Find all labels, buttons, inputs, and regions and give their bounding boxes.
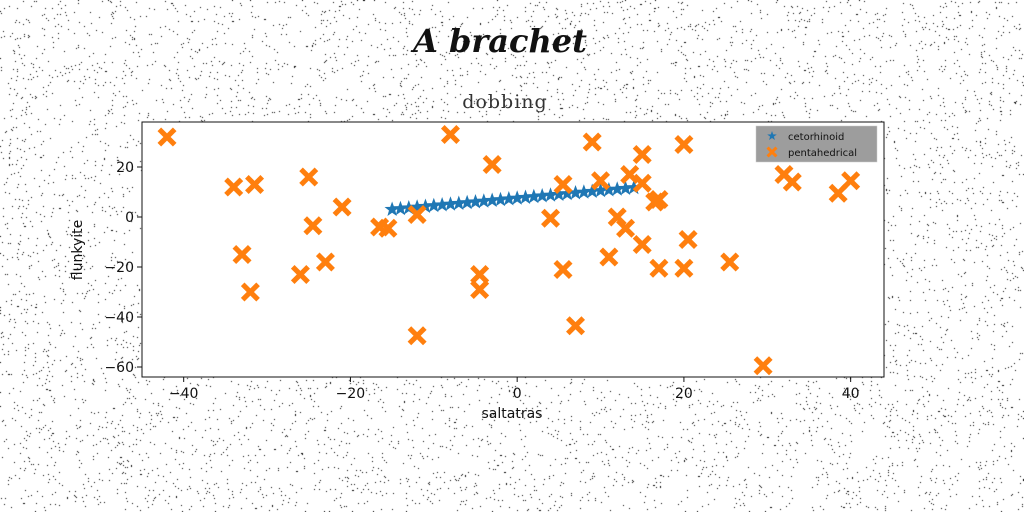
data-point [245,175,265,194]
data-point [591,171,611,191]
data-point [484,192,500,207]
data-point [440,125,460,144]
data-point [753,356,773,376]
data-point [290,265,310,284]
data-point [674,258,694,278]
data-point [378,218,398,238]
x-tick-label: −20 [336,386,366,402]
data-point [616,218,636,238]
data-point [442,196,459,211]
data-point [566,316,586,336]
series-pentahedrical [157,125,861,376]
data-marks [157,125,861,376]
data-point [841,171,861,191]
data-point [632,235,652,254]
data-point [332,197,352,217]
data-point [553,260,573,279]
data-point [620,165,640,184]
data-point [409,199,425,214]
data-point [299,167,319,187]
data-point [232,245,252,264]
data-point [315,252,335,272]
data-point [240,282,260,302]
data-point [553,175,573,194]
data-point [576,184,592,199]
data-point [632,145,652,164]
data-point [599,247,619,267]
data-point [451,195,467,210]
data-point [401,200,417,215]
series-cetorhinoid [384,179,642,216]
figure-suptitle: A brachet [413,22,587,60]
data-point [582,132,602,152]
data-point [626,179,642,195]
data-point [224,177,244,197]
legend-marker-cetorhinoid [767,131,777,141]
y-axis-label: flunkyite [70,220,86,280]
data-point [407,205,427,224]
data-point [649,190,669,209]
data-point [609,181,625,196]
data-point [476,193,492,208]
data-point [426,197,442,213]
data-point [534,188,550,203]
data-point [551,186,567,201]
data-point [407,326,427,346]
data-point [492,191,509,207]
chart-title: dobbing [462,91,547,113]
data-point [157,127,177,147]
data-point [417,198,434,213]
legend-label-cetorhinoid: cetorhinoid [788,132,844,143]
x-tick-label: −40 [169,386,199,402]
plot-frame [141,121,885,378]
x-tick-label: 20 [675,386,693,402]
data-point [509,190,525,205]
y-tick-label: −40 [104,310,134,326]
data-point [526,188,542,204]
data-point [632,173,652,193]
data-point [501,191,517,206]
data-point [541,208,561,228]
data-point [517,189,534,204]
data-point [592,182,609,198]
data-point [678,230,698,249]
plot-area: −40 −20 0 20 40 −60 −40 −20 0 20 cetorhinoid pentah… [104,121,885,402]
legend-marker-pentahedrical [766,146,778,158]
data-point [470,265,490,284]
x-axis-label: saltatras [482,406,543,422]
data-point [482,155,502,174]
y-tick-label: −20 [104,260,134,276]
plot-background [142,122,884,377]
data-point [434,197,450,212]
data-point [674,135,694,154]
data-point [542,187,559,202]
legend-label-pentahedrical: pentahedrical [788,148,857,159]
y-tick-label: 0 [125,210,134,226]
data-point [567,185,584,200]
y-tick-label: 20 [116,160,134,176]
x-tick-label: 40 [842,386,860,402]
data-point [470,280,490,299]
data-point [584,183,600,198]
data-point [303,216,323,236]
y-tick-label: −60 [104,360,134,376]
data-point [601,182,617,197]
data-point [720,252,740,272]
data-point [384,201,400,216]
data-point [782,172,802,192]
data-point [559,185,575,201]
data-point [392,200,409,216]
data-point [617,180,634,195]
data-point [828,183,848,203]
data-point [649,258,669,278]
x-tick-label: 0 [513,386,522,402]
data-point [459,194,475,210]
legend: cetorhinoid pentahedrical [755,125,878,163]
data-point [467,194,484,209]
